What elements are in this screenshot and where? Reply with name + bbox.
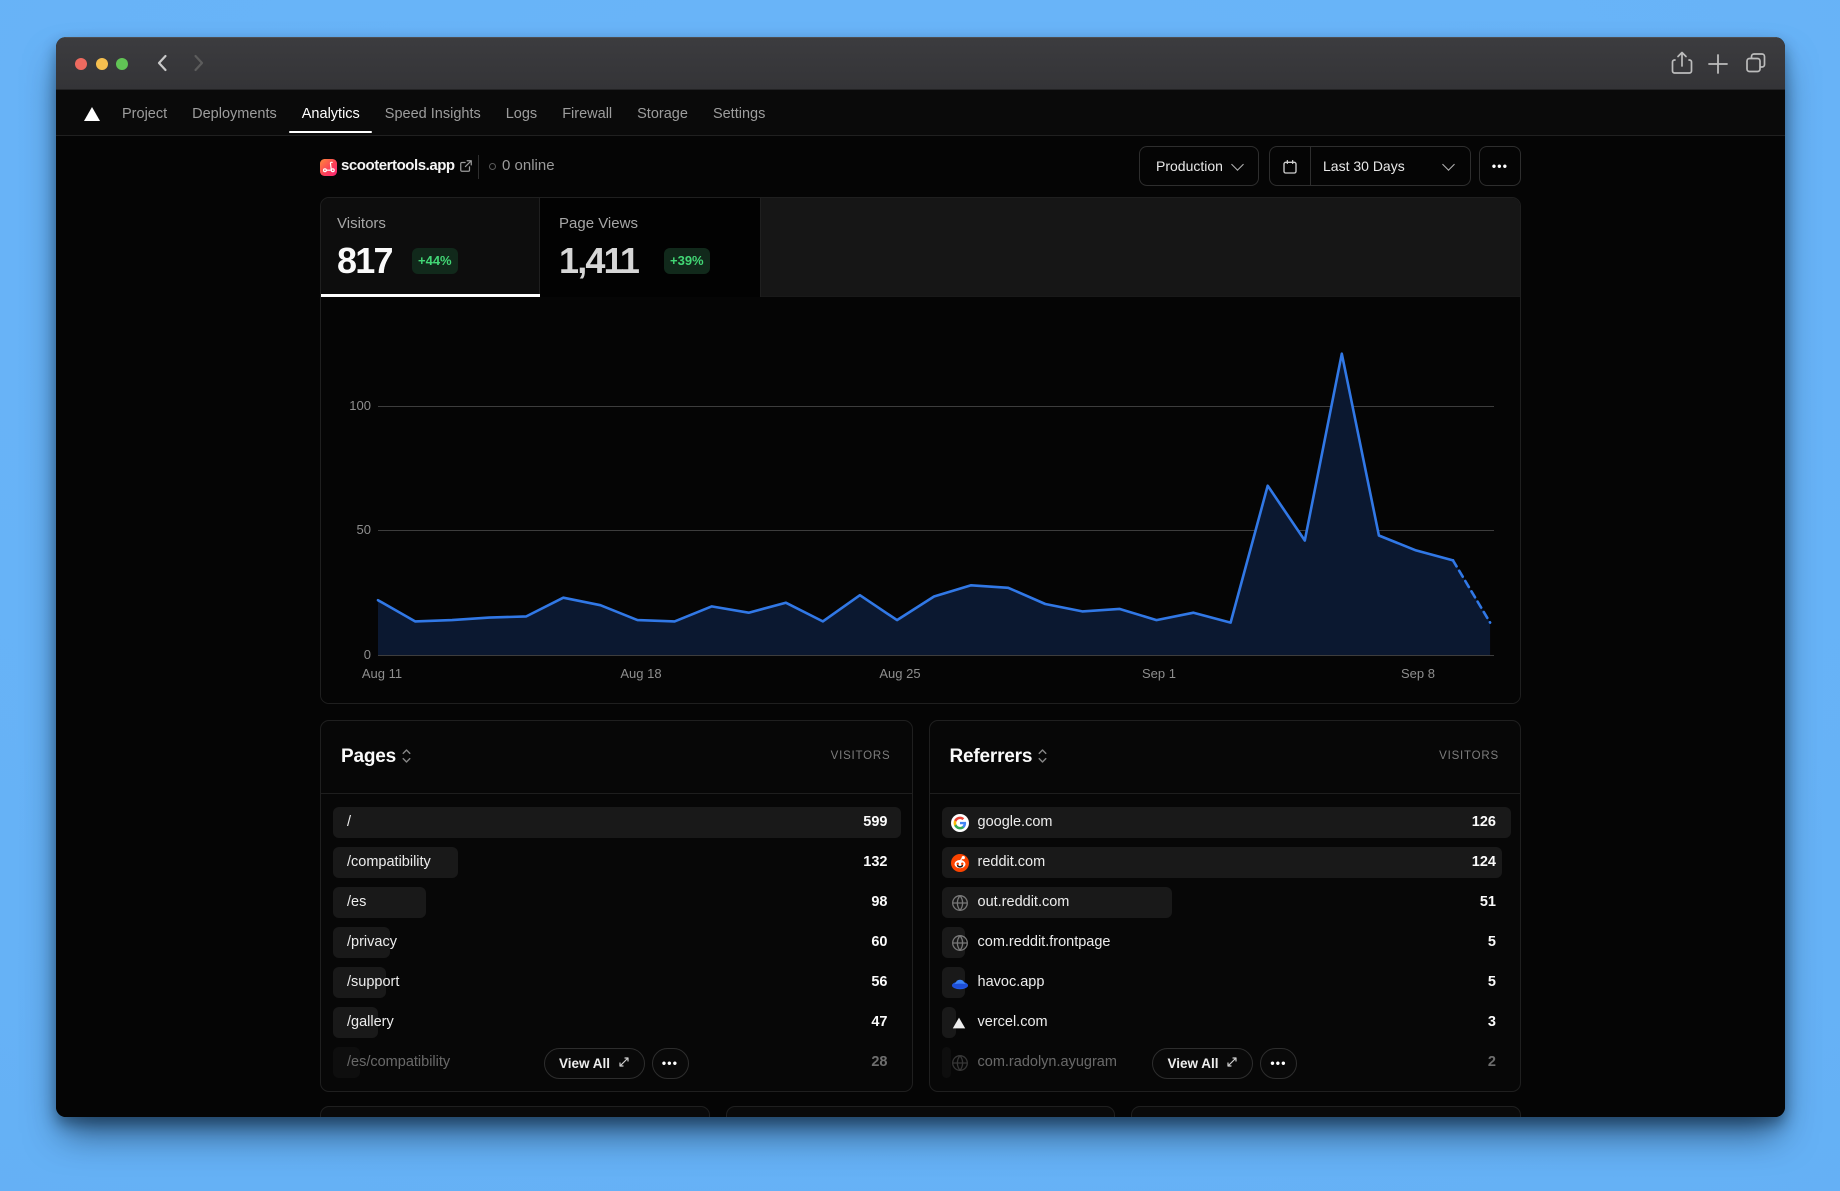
svg-text:Sep 1: Sep 1 xyxy=(1142,666,1176,681)
svg-text:Aug 18: Aug 18 xyxy=(620,666,661,681)
svg-text:0: 0 xyxy=(364,647,371,662)
svg-text:100: 100 xyxy=(349,398,371,413)
svg-text:Sep 8: Sep 8 xyxy=(1401,666,1435,681)
svg-text:50: 50 xyxy=(357,522,371,537)
svg-text:Aug 11: Aug 11 xyxy=(362,666,402,681)
svg-text:Aug 25: Aug 25 xyxy=(879,666,920,681)
